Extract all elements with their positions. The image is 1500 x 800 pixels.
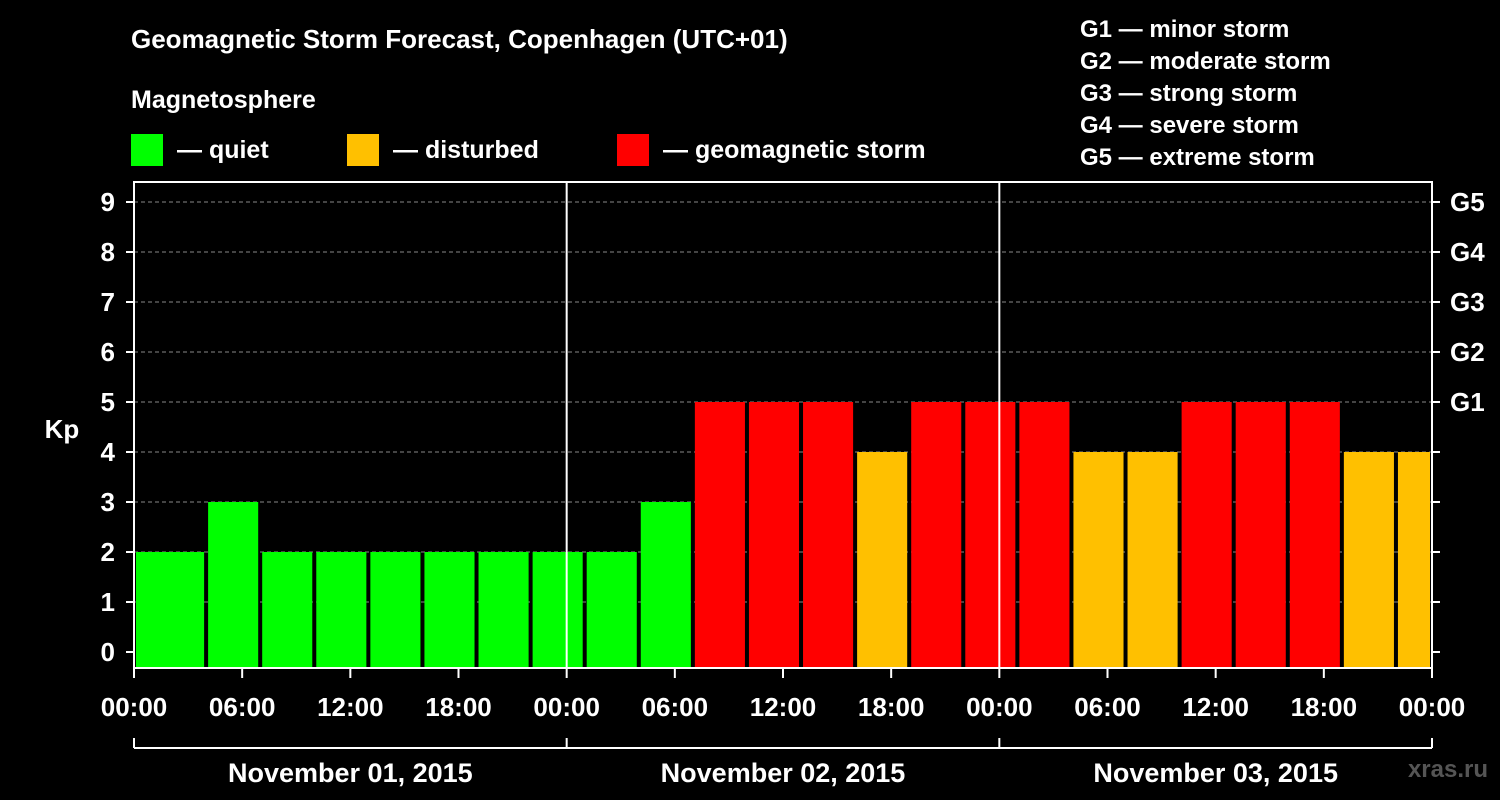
g-scale-g5: G5 — extreme storm (1080, 144, 1315, 171)
kp-bar-16 (965, 402, 1016, 668)
g-scale-legend: G1 — minor storm G2 — moderate storm G3 … (1080, 14, 1331, 174)
x-tick-label-8: 00:00 (966, 692, 1033, 722)
kp-bar-6 (424, 552, 475, 668)
y-axis-label: Kp (45, 414, 80, 444)
y-tick-label-1: 1 (101, 587, 115, 617)
kp-bar-3 (262, 552, 313, 668)
kp-bar-5 (370, 552, 421, 668)
kp-bar-18 (1073, 452, 1124, 668)
kp-bar-7 (478, 552, 529, 668)
x-tick-label-11: 18:00 (1291, 692, 1358, 722)
kp-bar-14 (857, 452, 908, 668)
g-level-label-g2: G2 (1450, 337, 1485, 367)
kp-bar-17 (1019, 402, 1070, 668)
y-tick-label-5: 5 (101, 387, 115, 417)
y-tick-label-6: 6 (101, 337, 115, 367)
g-level-label-g5: G5 (1450, 187, 1485, 217)
kp-bar-10 (640, 502, 691, 668)
chart-subtitle: Magnetosphere (131, 86, 316, 114)
kp-bar-21 (1235, 402, 1286, 668)
kp-bar-12 (748, 402, 800, 668)
g-level-label-g1: G1 (1450, 387, 1485, 417)
kp-bar-11 (694, 402, 745, 668)
kp-bar-22 (1289, 402, 1340, 668)
kp-bar-8 (532, 552, 583, 668)
x-tick-label-0: 00:00 (101, 692, 168, 722)
date-label-2: November 03, 2015 (1093, 758, 1338, 788)
y-tick-label-4: 4 (101, 437, 116, 467)
x-tick-label-7: 18:00 (858, 692, 925, 722)
g-level-label-g3: G3 (1450, 287, 1485, 317)
kp-bar-2 (208, 502, 259, 668)
x-tick-label-12: 00:00 (1399, 692, 1466, 722)
kp-bar-4 (316, 552, 367, 668)
legend-swatch-disturbed (347, 134, 379, 166)
g-scale-g2: G2 — moderate storm (1080, 48, 1331, 75)
y-tick-label-3: 3 (101, 487, 115, 517)
x-tick-label-4: 00:00 (533, 692, 600, 722)
kp-bar-1 (154, 552, 205, 668)
legend-swatch-storm (617, 134, 649, 166)
y-tick-label-7: 7 (101, 287, 115, 317)
x-tick-label-9: 06:00 (1074, 692, 1141, 722)
legend-label-storm: — geomagnetic storm (663, 135, 926, 164)
y-tick-label-8: 8 (101, 237, 115, 267)
chart-title: Geomagnetic Storm Forecast, Copenhagen (… (131, 24, 788, 54)
g-scale-g1: G1 — minor storm (1080, 16, 1290, 43)
kp-bar-13 (803, 402, 854, 668)
kp-bar-20 (1181, 402, 1232, 668)
kp-bar-23 (1343, 452, 1394, 668)
kp-bar-19 (1127, 452, 1178, 668)
kp-bar-15 (911, 402, 962, 668)
kp-bar-24 (1397, 452, 1430, 668)
watermark: xras.ru (1407, 756, 1488, 783)
x-tick-label-5: 06:00 (642, 692, 709, 722)
legend-swatch-quiet (131, 134, 163, 166)
y-tick-label-2: 2 (101, 537, 115, 567)
y-tick-label-9: 9 (101, 187, 115, 217)
g-scale-g4: G4 — severe storm (1080, 112, 1299, 139)
x-tick-label-6: 12:00 (750, 692, 817, 722)
x-tick-label-10: 12:00 (1182, 692, 1249, 722)
x-tick-label-3: 18:00 (425, 692, 492, 722)
legend-item-disturbed: — disturbed (347, 134, 539, 166)
g-scale-g3: G3 — strong storm (1080, 80, 1298, 107)
legend-label-disturbed: — disturbed (393, 135, 539, 164)
date-label-1: November 02, 2015 (661, 758, 906, 788)
g-level-label-g4: G4 (1450, 237, 1485, 267)
y-tick-label-0: 0 (101, 637, 115, 667)
kp-bar-9 (586, 552, 637, 668)
legend-label-quiet: — quiet (177, 135, 269, 164)
legend-item-storm: — geomagnetic storm (617, 134, 926, 166)
x-tick-label-2: 12:00 (317, 692, 384, 722)
legend-item-quiet: — quiet (131, 134, 269, 166)
date-label-0: November 01, 2015 (228, 758, 473, 788)
x-tick-label-1: 06:00 (209, 692, 276, 722)
